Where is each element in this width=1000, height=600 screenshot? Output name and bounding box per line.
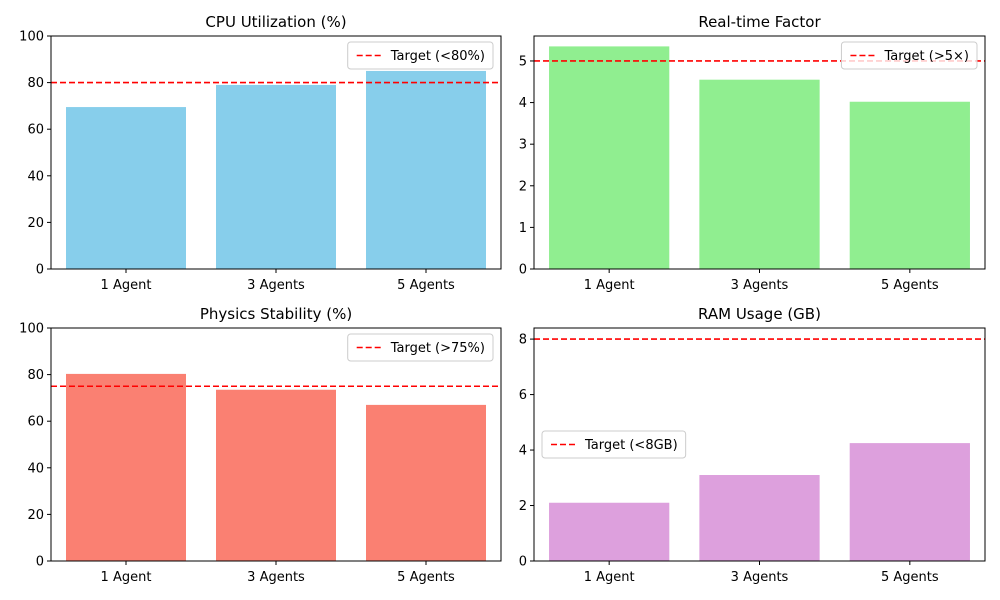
- x-tick-label: 3 Agents: [247, 570, 305, 585]
- y-tick-label: 8: [519, 333, 527, 348]
- x-tick-label: 1 Agent: [584, 278, 635, 293]
- y-tick-label: 80: [27, 76, 44, 91]
- y-tick-label: 100: [19, 322, 44, 337]
- y-tick-label: 60: [27, 415, 44, 430]
- bar: [549, 502, 670, 561]
- subplot-1: 0 20 40 60 80 100 1 Agent 3 Agents 5 Agents CPU U…: [19, 13, 502, 293]
- x-tick-label: 3 Agents: [731, 570, 789, 585]
- y-tick-label: 60: [27, 123, 44, 138]
- bar: [366, 70, 486, 269]
- y-tick-label: 3: [519, 138, 527, 153]
- legend: Target (<80%): [347, 41, 494, 70]
- legend-box: [347, 41, 494, 70]
- y-tick-label: 5: [519, 54, 527, 69]
- bar: [699, 79, 820, 269]
- y-tick-label: 40: [27, 169, 44, 184]
- x-tick-label: 3 Agents: [731, 278, 789, 293]
- y-tick-label: 0: [36, 555, 44, 570]
- legend-label: Target (>5×): [883, 49, 969, 64]
- y-tick-label: 80: [27, 368, 44, 383]
- bar: [216, 84, 336, 270]
- x-tick-label: 1 Agent: [101, 278, 152, 293]
- y-tick-label: 0: [36, 263, 44, 278]
- y-tick-label: 20: [27, 216, 44, 231]
- legend-box: [541, 430, 687, 459]
- bar: [849, 443, 970, 561]
- chart-title: Physics Stability (%): [200, 305, 352, 323]
- y-tick-label: 0: [519, 263, 527, 278]
- y-tick-label: 40: [27, 461, 44, 476]
- y-tick-label: 20: [27, 508, 44, 523]
- legend-box: [347, 333, 494, 362]
- bar: [549, 46, 670, 269]
- y-tick-label: 6: [519, 388, 527, 403]
- x-tick-label: 5 Agents: [397, 570, 455, 585]
- bar: [216, 389, 336, 561]
- y-tick-label: 2: [519, 179, 527, 194]
- y-tick-label: 0: [519, 555, 527, 570]
- y-tick-label: 4: [519, 96, 527, 111]
- y-tick-label: 2: [519, 499, 527, 514]
- x-tick-label: 5 Agents: [881, 278, 939, 293]
- legend-label: Target (>75%): [390, 341, 485, 356]
- x-tick-label: 1 Agent: [584, 570, 635, 585]
- chart-title: CPU Utilization (%): [205, 13, 346, 31]
- legend: Target (<8GB): [541, 430, 687, 459]
- x-tick-label: 5 Agents: [397, 278, 455, 293]
- bar: [849, 101, 970, 269]
- subplot-4: 0 2 4 6 8 1 Agent 3 Agents 5 Agents RAM Usage (G…: [519, 305, 986, 585]
- y-tick-label: 4: [519, 444, 527, 459]
- chart-title: Real-time Factor: [698, 13, 821, 31]
- bar: [699, 475, 820, 561]
- bar: [66, 107, 186, 269]
- bar: [366, 404, 486, 561]
- x-tick-label: 1 Agent: [101, 570, 152, 585]
- x-tick-label: 3 Agents: [247, 278, 305, 293]
- x-tick-label: 5 Agents: [881, 570, 939, 585]
- legend-label: Target (<80%): [390, 49, 485, 64]
- y-tick-label: 100: [19, 30, 44, 45]
- y-tick-label: 1: [519, 221, 527, 236]
- chart-title: RAM Usage (GB): [698, 305, 821, 323]
- legend-label: Target (<8GB): [584, 438, 678, 453]
- subplot-3: 0 20 40 60 80 100 1 Agent 3 Agents 5 Agents Physi…: [19, 305, 502, 585]
- legend-box: [840, 41, 978, 70]
- legend: Target (>5×): [840, 41, 978, 70]
- subplot-2: 0 1 2 3 4 5 1 Agent 3 Agents 5 Agents Real-time F…: [519, 13, 986, 293]
- legend: Target (>75%): [347, 333, 494, 362]
- bar: [66, 373, 186, 561]
